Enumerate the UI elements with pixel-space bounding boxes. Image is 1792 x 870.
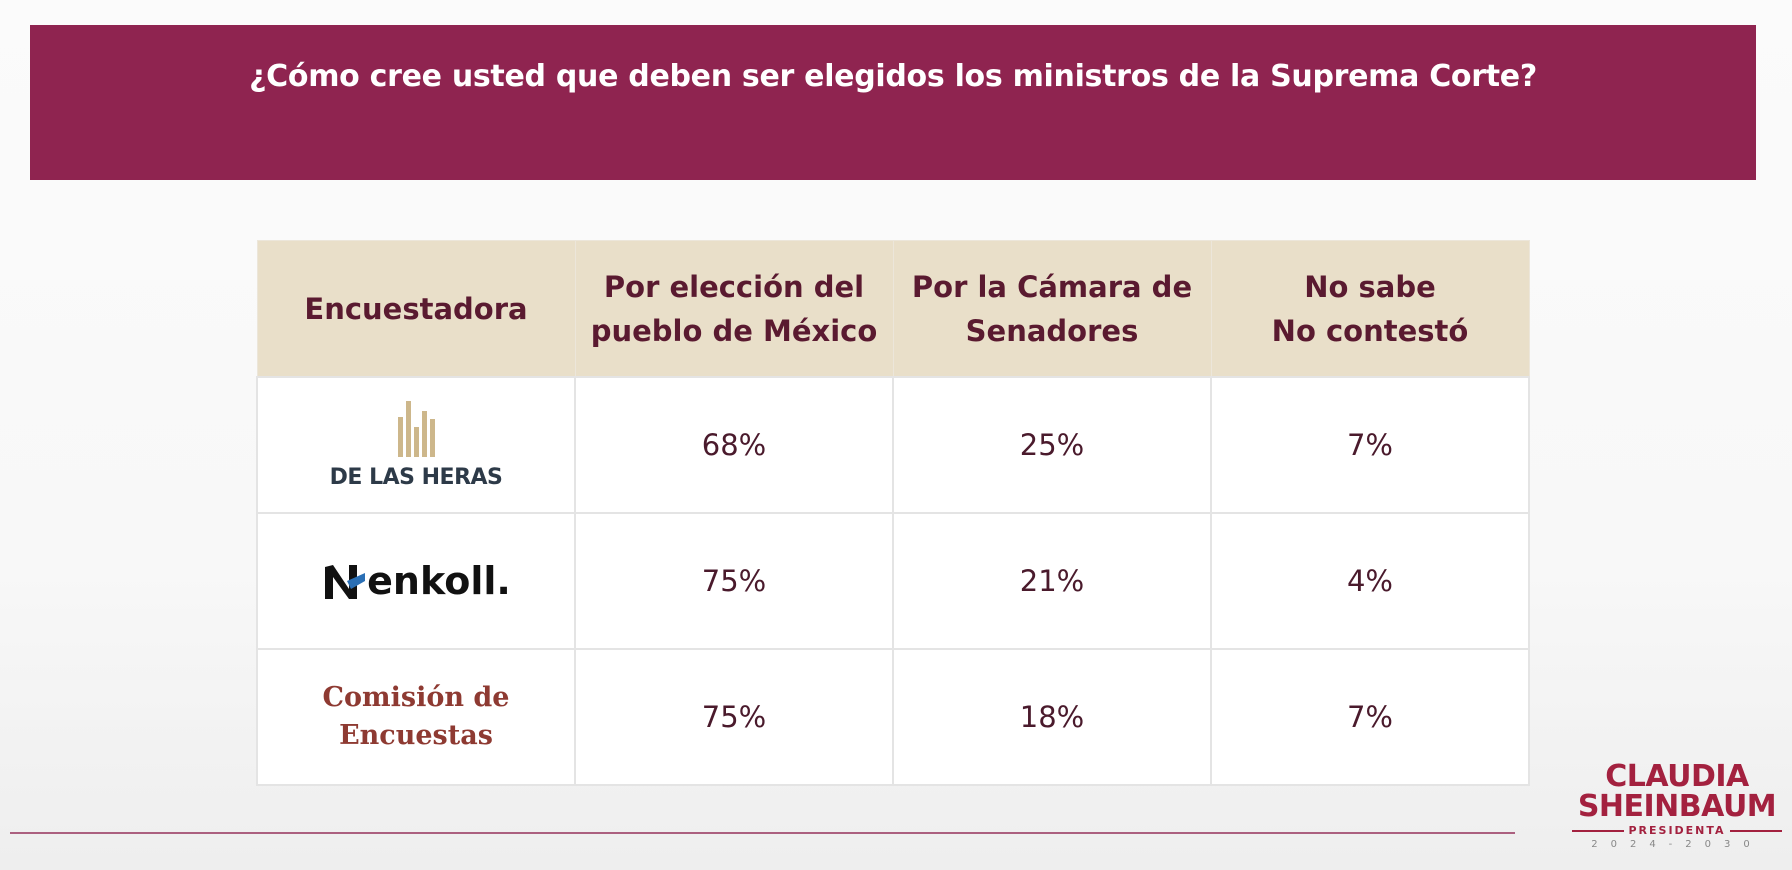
value-cell: 7% — [1210, 376, 1530, 514]
logo-years: 2024-2030 — [1591, 839, 1763, 850]
poll-table: Encuestadora Por elección del pueblo de M… — [256, 240, 1530, 786]
logo-subtitle: PRESIDENTA — [1572, 824, 1783, 837]
table-row: Comisión de Encuestas 75% 18% 7% — [256, 648, 1530, 786]
logo-line: SHEINBAUM — [1577, 789, 1777, 824]
comision-logo: Comisión de Encuestas — [259, 679, 573, 755]
value-cell: 21% — [892, 512, 1212, 650]
value-cell: 18% — [892, 648, 1212, 786]
claudia-sheinbaum-logo: CLAUDIA SHEINBAUM PRESIDENTA 2024-2030 — [1572, 759, 1783, 850]
pollster-name: Encuestas — [339, 720, 493, 751]
enkoll-mark-icon — [325, 565, 366, 599]
footer-divider — [10, 832, 1515, 834]
value-cell: 25% — [892, 376, 1212, 514]
value-cell: 75% — [574, 648, 894, 786]
de-las-heras-logo: DE LAS HERAS — [259, 400, 573, 490]
header-pollster: Encuestadora — [256, 240, 576, 378]
enkoll-logo: enkoll. — [259, 559, 573, 603]
header-no-answer: No sabe No contestó — [1210, 240, 1530, 378]
header-popular-election: Por elección del pueblo de México — [574, 240, 894, 378]
header-text: Senadores — [965, 313, 1139, 348]
slide-title: ¿Cómo cree usted que deben ser elegidos … — [249, 59, 1537, 94]
header-text: Encuestadora — [304, 291, 528, 326]
header-senate: Por la Cámara de Senadores — [892, 240, 1212, 378]
header-text: No contestó — [1271, 313, 1469, 348]
table-row: DE LAS HERAS 68% 25% 7% — [256, 376, 1530, 514]
pollster-cell: DE LAS HERAS — [256, 376, 576, 514]
logo-line: PRESIDENTA — [1628, 824, 1726, 837]
pollster-name: enkoll. — [367, 559, 511, 603]
pollster-name: DE LAS HERAS — [329, 464, 503, 490]
logo-line: CLAUDIA — [1605, 759, 1749, 794]
table-row: enkoll. 75% 21% 4% — [256, 512, 1530, 650]
header-text: Por elección del — [603, 269, 865, 304]
value-cell: 68% — [574, 376, 894, 514]
building-logo-icon — [397, 400, 435, 457]
value-cell: 75% — [574, 512, 894, 650]
pollster-cell: Comisión de Encuestas — [256, 648, 576, 786]
title-banner: ¿Cómo cree usted que deben ser elegidos … — [30, 25, 1756, 180]
value-cell: 4% — [1210, 512, 1530, 650]
value-cell: 7% — [1210, 648, 1530, 786]
pollster-cell: enkoll. — [256, 512, 576, 650]
header-row: Encuestadora Por elección del pueblo de M… — [256, 240, 1530, 378]
header-text: pueblo de México — [590, 313, 878, 348]
pollster-name: Comisión de — [322, 682, 510, 713]
header-text: No sabe — [1304, 269, 1436, 304]
header-text: Por la Cámara de — [911, 269, 1193, 304]
